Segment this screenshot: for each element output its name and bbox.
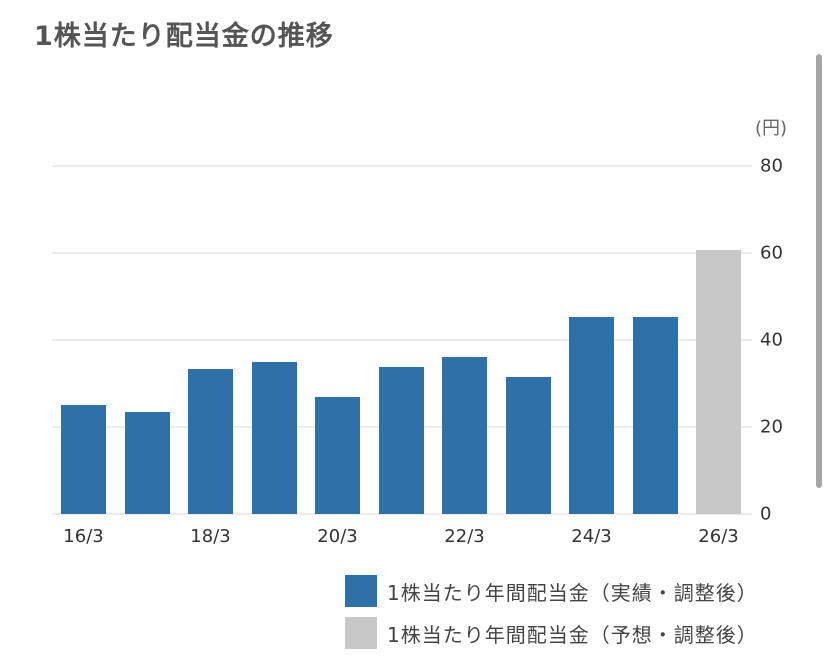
legend-label-forecast: 1株当たり年間配当金（予想・調整後） [387,622,758,647]
legend-swatch-forecast [345,617,377,649]
gridline [52,165,752,167]
x-tick-label: 22/3 [444,526,485,547]
y-tick-label: 80 [760,155,783,177]
chart-title: 1株当たり配当金の推移 [34,21,334,52]
gridline [52,339,752,341]
legend-item-forecast: 1株当たり年間配当金（予想・調整後） [345,612,758,654]
plot-area [52,0,752,520]
y-tick-label: 0 [760,503,772,525]
legend-swatch-actual [345,575,377,607]
x-tick-label: 18/3 [190,526,231,547]
bar-21-3[interactable] [378,366,424,514]
bar-26-3[interactable] [696,249,741,514]
y-axis-unit-label: (円) [755,118,788,139]
bar-19-3[interactable] [251,361,297,514]
legend: 1株当たり年間配当金（実績・調整後） 1株当たり年間配当金（予想・調整後） [345,570,758,654]
bar-18-3[interactable] [188,369,233,514]
y-tick-label: 60 [760,242,783,264]
y-tick-label: 20 [760,416,783,438]
bar-20-3[interactable] [315,396,360,514]
x-tick-label: 16/3 [63,526,104,547]
gridline [52,252,752,254]
bar-23-3[interactable] [505,376,551,514]
x-tick-label: 24/3 [571,526,612,547]
legend-item-actual: 1株当たり年間配当金（実績・調整後） [345,570,758,612]
y-tick-label: 40 [760,329,783,351]
x-tick-label: 26/3 [698,526,739,547]
bar-16-3[interactable] [61,405,106,514]
vertical-scrollbar[interactable] [816,54,822,488]
bar-24-3[interactable] [569,316,614,514]
bar-22-3[interactable] [442,357,487,514]
gridline [52,513,752,515]
bar-25-3[interactable] [632,316,678,514]
legend-label-actual: 1株当たり年間配当金（実績・調整後） [387,580,758,605]
x-tick-label: 20/3 [317,526,358,547]
bar-17-3[interactable] [124,412,170,514]
